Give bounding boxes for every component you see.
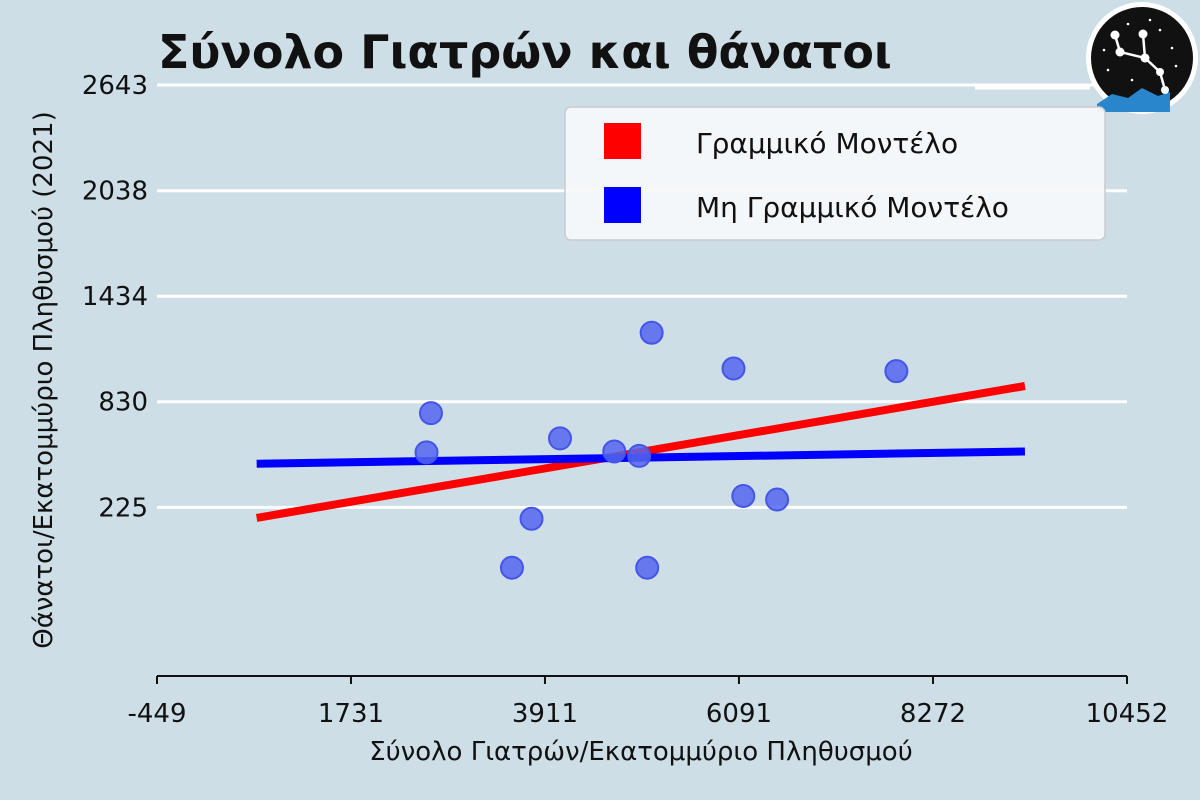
legend-box <box>564 106 1106 241</box>
legend-label-linear: Γραμμικό Μοντέλο <box>696 127 958 160</box>
scatter-point <box>639 320 664 345</box>
chart-title: Σύνολο Γιατρών και θάνατοι <box>158 25 892 79</box>
legend-label-nonlinear: Μη Γραμμικό Μοντέλο <box>696 191 1009 224</box>
x-tick-label: 1731 <box>318 699 384 729</box>
scatter-point <box>414 440 439 465</box>
x-tick-label: 6091 <box>706 699 772 729</box>
legend-swatch-nonlinear <box>604 187 641 223</box>
scatter-point <box>884 359 909 384</box>
scatter-point <box>519 506 544 531</box>
x-tick-label: 3911 <box>512 699 578 729</box>
scatter-point <box>635 555 660 580</box>
x-axis-title: Σύνολο Γιατρών/Εκατομμύριο Πληθυσμού <box>369 737 913 767</box>
y-tick-label: 1434 <box>82 282 148 312</box>
scatter-point <box>499 555 524 580</box>
y-tick-label: 225 <box>98 493 148 523</box>
y-tick-label: 2038 <box>82 177 148 207</box>
y-tick-label: 830 <box>98 388 148 418</box>
logo-icon <box>1086 2 1198 114</box>
axes: 225 830 1434 2038 2643 -449 1731 3911 6091 8272 10… <box>82 71 1169 729</box>
scatter-point <box>721 356 746 381</box>
scatter-point <box>765 487 790 512</box>
scatter-point <box>627 443 652 468</box>
x-tick-label: 10452 <box>1086 699 1169 729</box>
y-axis-title: Θάνατοι/Εκατομμύριο Πληθυσμού (2021) <box>29 111 59 649</box>
scatter-point <box>548 426 573 451</box>
x-tick-label: -449 <box>127 699 186 729</box>
scatter-point <box>602 439 627 464</box>
scatter-point <box>731 484 756 509</box>
y-tick-label: 2643 <box>82 71 148 101</box>
legend-swatch-linear <box>604 123 641 159</box>
scatter-point <box>418 401 443 426</box>
legend: Γραμμικό Μοντέλο Μη Γραμμικό Μοντέλο <box>564 106 1106 241</box>
scatter-points <box>414 320 909 580</box>
x-tick-label: 8272 <box>900 699 966 729</box>
